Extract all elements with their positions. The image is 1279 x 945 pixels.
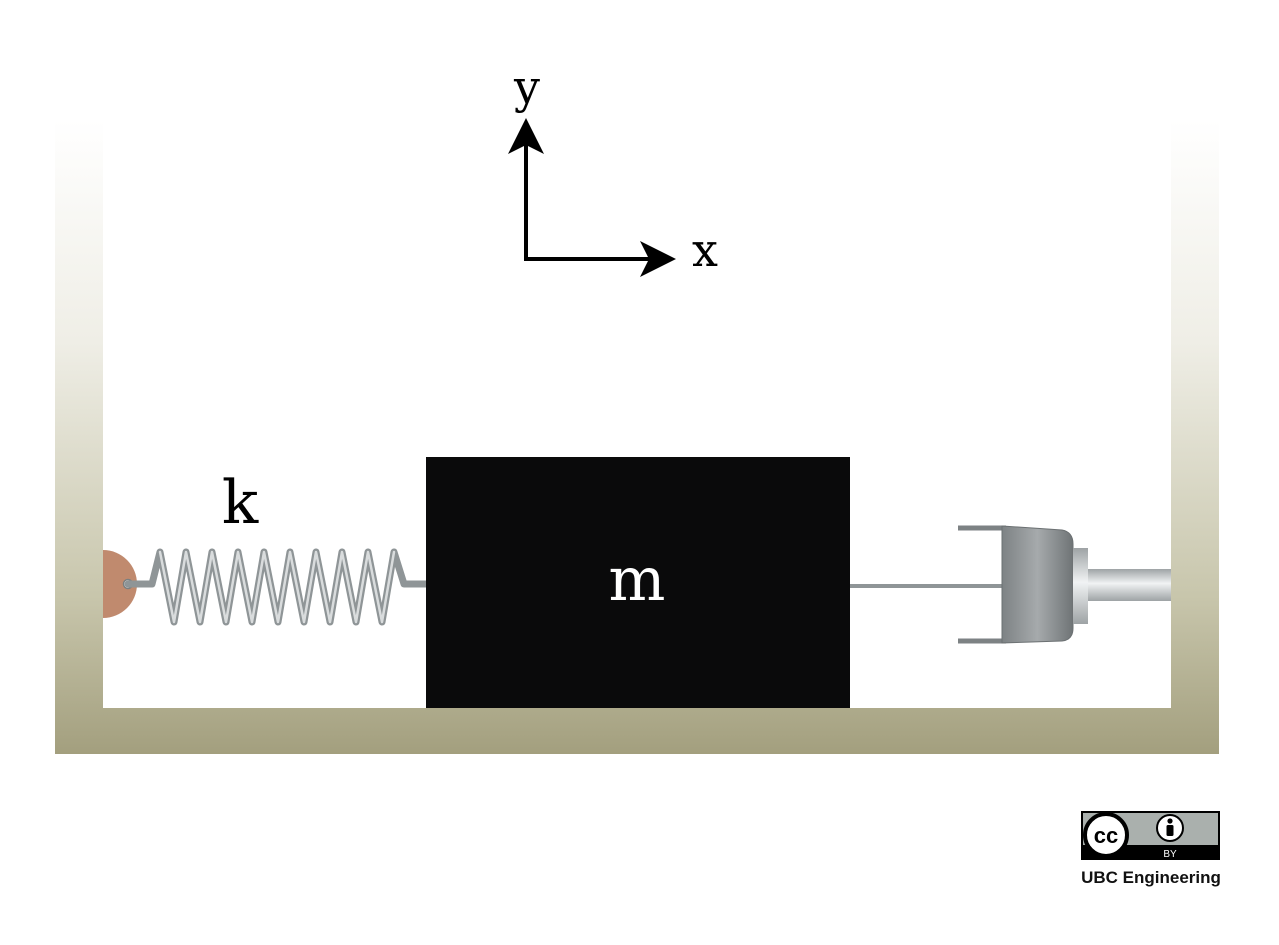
coordinate-axes: y x (508, 60, 718, 277)
spring (124, 548, 430, 626)
damper-collar (1073, 548, 1088, 624)
spring-anchor (103, 550, 137, 618)
y-axis-label: y (513, 60, 540, 114)
by-tag: BY (1163, 849, 1177, 860)
damper-mount-rod (1088, 569, 1171, 601)
mass-block (426, 457, 850, 708)
damper-cylinder-body (1001, 525, 1074, 644)
mass-label: m (609, 545, 666, 615)
x-axis-label: x (692, 223, 718, 277)
spring-constant-label: k (222, 468, 259, 538)
cc-icon-text: cc (1094, 823, 1118, 848)
cc-icon (1083, 812, 1129, 858)
credit-label: UBC Engineering (1081, 868, 1221, 887)
damper (850, 525, 1171, 644)
cc-by-license-badge: cc BY (1081, 811, 1220, 860)
